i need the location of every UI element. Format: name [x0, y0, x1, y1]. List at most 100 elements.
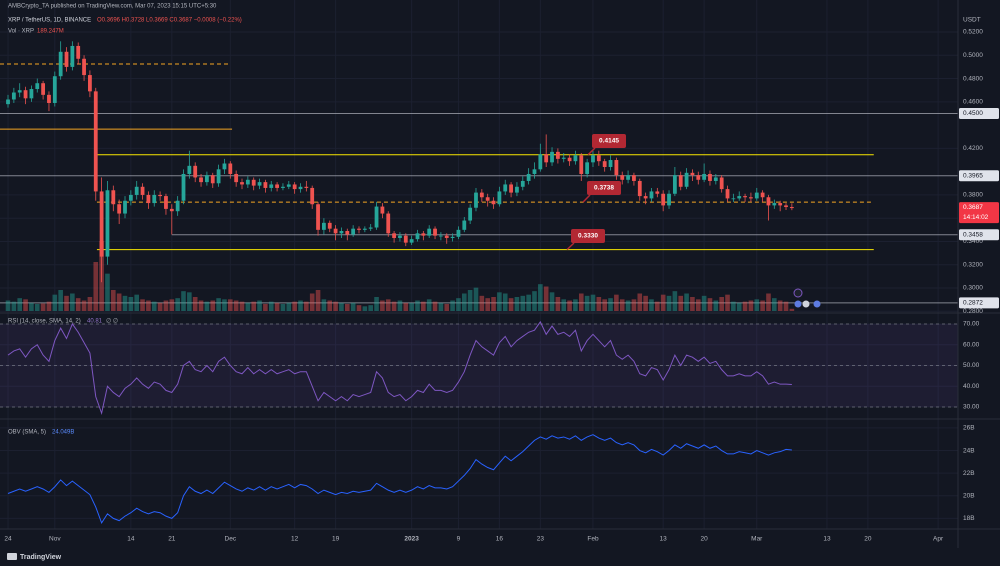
- volume-bar: [34, 304, 40, 311]
- candle-body: [351, 228, 356, 235]
- rsi-legend: RSI (14, close, SMA, 14, 2): [8, 319, 81, 325]
- volume-bar: [450, 300, 455, 311]
- volume-bar: [631, 299, 637, 311]
- x-tick-label: 23: [537, 536, 545, 543]
- candle-body: [345, 231, 350, 235]
- candle-body: [286, 184, 291, 187]
- volume-bar: [514, 297, 520, 311]
- candle-body: [368, 227, 373, 229]
- candle-body: [41, 83, 46, 95]
- volume-bar: [678, 295, 684, 311]
- candle-body: [766, 197, 771, 206]
- y-tick-label: 30.00: [963, 404, 980, 411]
- logo-icon[interactable]: [7, 553, 17, 560]
- volume-bar: [713, 300, 719, 311]
- volume-bar: [321, 299, 327, 311]
- candle-body: [479, 192, 484, 198]
- x-tick-label: 19: [332, 536, 340, 543]
- volume-bar: [280, 304, 286, 311]
- volume-bar: [608, 298, 613, 311]
- candle-body: [380, 206, 385, 214]
- logo[interactable]: TradingView: [7, 553, 62, 561]
- volume-bar: [573, 299, 578, 311]
- obv-legend: OBV (SMA, 5): [8, 430, 46, 436]
- candle-body: [550, 151, 554, 163]
- volume-bar: [58, 290, 63, 311]
- volume-bar: [75, 298, 81, 311]
- volume-bar: [140, 299, 145, 311]
- candle-body: [304, 186, 309, 188]
- volume-bar: [590, 294, 596, 311]
- y-tick-label: 0.4200: [963, 145, 983, 152]
- volume-bar: [374, 297, 379, 311]
- candle-body: [82, 58, 86, 76]
- candle-body: [374, 206, 379, 228]
- candle-body: [579, 155, 584, 174]
- candle-body: [321, 222, 326, 230]
- x-tick-label: 13: [660, 536, 668, 543]
- volume-bar: [204, 301, 210, 311]
- candle-body: [626, 175, 630, 180]
- volume-bar: [508, 298, 514, 311]
- volume-bar: [660, 294, 666, 311]
- candle-body: [655, 191, 660, 194]
- candle-body: [491, 200, 496, 205]
- volume-bar: [87, 297, 93, 311]
- volume-bar: [772, 298, 777, 311]
- candle-body: [245, 179, 250, 185]
- candle-body: [181, 173, 186, 201]
- candle-body: [743, 196, 747, 198]
- y-tick-label: 70.00: [963, 321, 980, 328]
- candle-body: [555, 151, 560, 159]
- volume-bar: [105, 273, 110, 311]
- volume-bar: [473, 287, 479, 311]
- volume-bar: [216, 298, 221, 311]
- event-icon: [794, 300, 802, 308]
- volume-bar: [181, 291, 186, 311]
- volume-bar: [672, 291, 678, 311]
- volume-bar: [491, 297, 496, 311]
- candle-body: [772, 203, 777, 206]
- volume-bar: [456, 298, 461, 311]
- y-tick-label: 0.4800: [963, 75, 983, 82]
- y-tick-label: 20B: [963, 492, 975, 499]
- candle-body: [649, 191, 654, 199]
- volume-bar: [719, 297, 724, 311]
- candle-body: [760, 192, 765, 198]
- candle-body: [58, 51, 63, 77]
- candle-body: [637, 180, 642, 197]
- volume-bar: [362, 306, 368, 311]
- y-tick-label: 50.00: [963, 362, 980, 369]
- volume-bar: [327, 300, 333, 311]
- y-tick-label: 24B: [963, 447, 975, 454]
- volume-bar: [766, 293, 771, 311]
- candle-body: [450, 236, 455, 238]
- y-tick-label: 0.3200: [963, 261, 983, 268]
- event-icons: [793, 288, 821, 308]
- candle-body: [403, 235, 408, 243]
- volume-bar: [29, 302, 34, 311]
- candle-body: [573, 155, 578, 162]
- candle-body: [310, 187, 315, 205]
- volume-bar: [754, 299, 760, 311]
- footer-brand[interactable]: TradingView: [20, 554, 62, 561]
- volume-bar: [146, 300, 151, 311]
- volume-bar: [561, 299, 567, 311]
- candle-body: [117, 204, 122, 214]
- candle-body: [731, 198, 736, 200]
- candle-body: [532, 169, 537, 174]
- y-tick-label: 18B: [963, 515, 975, 522]
- price-tag: [959, 170, 999, 182]
- candle-body: [713, 177, 718, 181]
- volume-bar: [315, 290, 321, 311]
- volume-bar: [251, 301, 257, 311]
- candle-body: [93, 91, 98, 192]
- volume-bar: [391, 301, 397, 311]
- candle-body: [614, 160, 619, 176]
- candle-body: [678, 175, 683, 187]
- candle-body: [789, 207, 794, 209]
- volume-bar: [432, 301, 438, 311]
- candle-body: [240, 182, 244, 185]
- candle-body: [778, 203, 783, 206]
- volume-bar: [192, 297, 198, 311]
